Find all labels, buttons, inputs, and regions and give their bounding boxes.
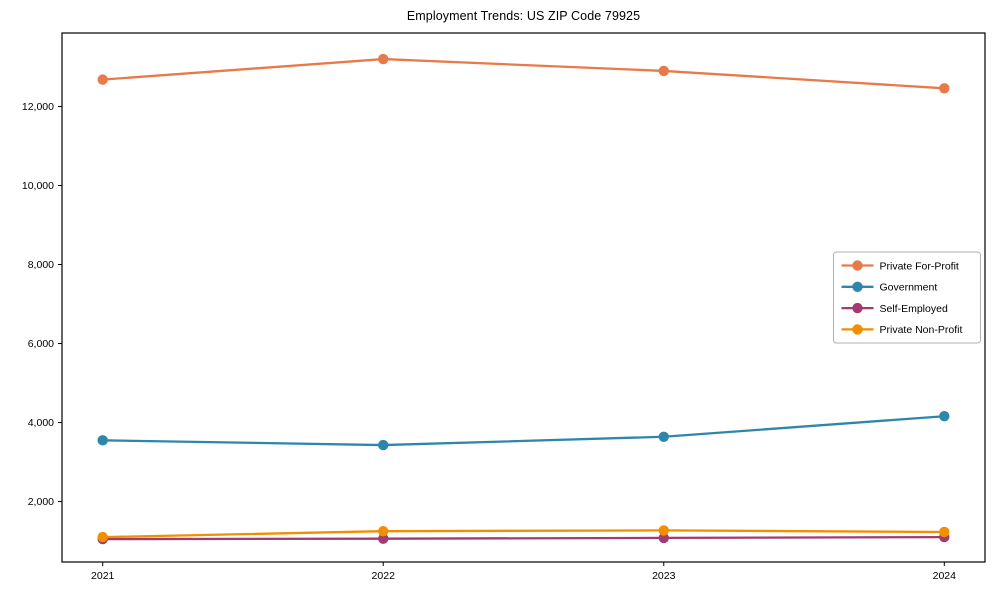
legend-label: Government bbox=[880, 282, 938, 294]
data-point bbox=[658, 431, 669, 442]
data-point bbox=[97, 74, 108, 85]
data-point bbox=[378, 53, 389, 65]
series-line-private-non-profit bbox=[101, 529, 946, 539]
legend-label: Private For-Profit bbox=[880, 260, 959, 272]
data-point bbox=[658, 525, 669, 536]
legend-label: Self-Employed bbox=[880, 303, 948, 315]
series-line-government bbox=[101, 415, 946, 447]
y-tick-label: 2,000 bbox=[28, 496, 54, 508]
legend-swatch-marker bbox=[852, 302, 863, 314]
x-tick-label: 2021 bbox=[91, 570, 115, 582]
data-point bbox=[378, 525, 389, 537]
y-tick-label: 10,000 bbox=[22, 180, 54, 192]
data-point bbox=[378, 439, 389, 451]
data-point bbox=[97, 531, 108, 543]
y-tick-label: 12,000 bbox=[22, 101, 54, 113]
data-point bbox=[378, 533, 389, 544]
data-point bbox=[658, 532, 669, 544]
data-point bbox=[939, 83, 950, 94]
data-point bbox=[97, 435, 108, 446]
y-tick-label: 4,000 bbox=[28, 417, 54, 429]
axes-frame bbox=[61, 32, 986, 563]
data-point bbox=[939, 526, 950, 538]
data-point bbox=[658, 65, 669, 77]
series-line-self-employed bbox=[101, 535, 946, 541]
chart-title: Employment Trends: US ZIP Code 79925 bbox=[406, 9, 641, 23]
legend-swatch-marker bbox=[852, 260, 863, 271]
y-tick-label: 6,000 bbox=[28, 338, 54, 350]
x-tick-label: 2022 bbox=[372, 570, 396, 582]
y-tick-label: 8,000 bbox=[28, 259, 54, 271]
x-tick-label: 2023 bbox=[652, 570, 676, 582]
x-tick-label: 2024 bbox=[933, 570, 957, 582]
legend-box bbox=[833, 251, 981, 344]
data-point bbox=[939, 411, 950, 422]
legend-swatch-marker bbox=[852, 281, 863, 292]
legend-label: Private Non-Profit bbox=[880, 324, 963, 336]
legend-swatch-marker bbox=[852, 324, 863, 335]
series-line-private-for-profit bbox=[101, 57, 946, 90]
